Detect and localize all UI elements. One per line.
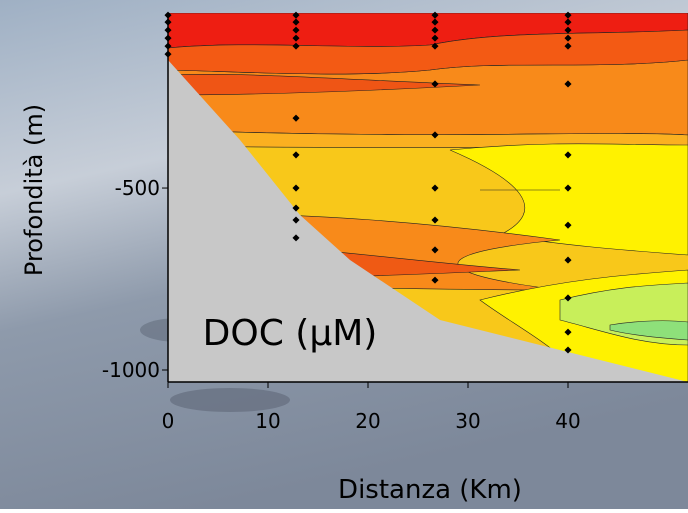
sample-point [292, 114, 300, 122]
sample-point [292, 42, 300, 50]
sample-point [564, 328, 572, 336]
sample-point [564, 18, 572, 26]
contour-band [168, 74, 481, 96]
sample-point [431, 42, 439, 50]
sample-point [564, 294, 572, 302]
contour-band [168, 29, 688, 75]
y-tick-label: -1000 [102, 358, 160, 382]
sample-point [431, 34, 439, 42]
sample-point [292, 234, 300, 242]
sample-point [431, 131, 439, 139]
sample-point [431, 246, 439, 254]
contour-band [168, 129, 688, 149]
sample-point [564, 346, 572, 354]
sample-point [292, 184, 300, 192]
sample-point [292, 26, 300, 34]
sample-point [431, 80, 439, 88]
sample-point [564, 256, 572, 264]
sample-point [292, 204, 300, 212]
sample-point [292, 11, 300, 19]
x-tick-label: 30 [455, 409, 480, 433]
x-axis-label: Distanza (Km) [338, 475, 522, 505]
sample-point [564, 11, 572, 19]
sample-point [292, 216, 300, 224]
contour-band [609, 320, 688, 341]
x-tick-label: 20 [355, 409, 380, 433]
sample-point [431, 26, 439, 34]
cloud [170, 388, 290, 412]
sample-point [564, 80, 572, 88]
x-tick-label: 10 [255, 409, 280, 433]
sample-point [564, 221, 572, 229]
sample-point [431, 184, 439, 192]
y-tick-label: -500 [115, 176, 160, 200]
annotation: DOC (μM) [203, 313, 378, 354]
y-axis-label: Profondità (m) [20, 104, 48, 276]
x-tick-label: 0 [162, 409, 175, 433]
sample-point [564, 184, 572, 192]
sample-point [564, 42, 572, 50]
sample-point [431, 18, 439, 26]
sample-point [564, 151, 572, 159]
x-tick-label: 40 [555, 409, 580, 433]
sample-point [564, 26, 572, 34]
sample-point [292, 34, 300, 42]
sample-point [431, 216, 439, 224]
sample-point [564, 34, 572, 42]
sample-point [431, 11, 439, 19]
seafloor [168, 60, 688, 382]
sample-point [431, 276, 439, 284]
contour-band [449, 143, 688, 256]
sample-point [292, 151, 300, 159]
sample-point [292, 18, 300, 26]
